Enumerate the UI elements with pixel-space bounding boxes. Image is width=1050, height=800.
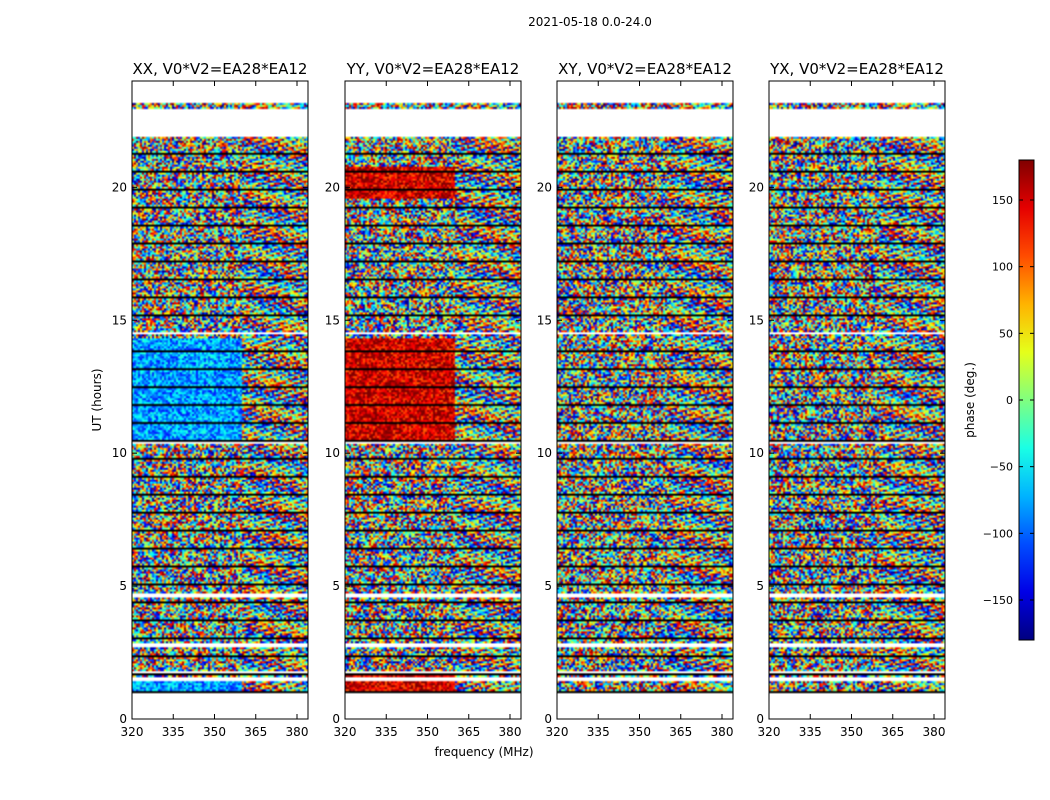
y-tick-label: 5	[119, 579, 127, 593]
x-tick-label: 380	[286, 725, 309, 739]
panel-xy: XY, V0*V2=EA28*EA12 320 335 350 365 380 0 5 10 15…	[537, 60, 734, 739]
x-tick-label: 350	[840, 725, 863, 739]
x-tick-label: 350	[628, 725, 651, 739]
colorbar-tick-label: −100	[983, 527, 1013, 540]
y-tick-label: 0	[332, 712, 340, 726]
y-tick-label: 5	[332, 579, 340, 593]
colorbar-label: phase (deg.)	[963, 362, 977, 438]
x-tick-label: 320	[334, 725, 357, 739]
y-tick-label: 0	[544, 712, 552, 726]
x-tick-label: 350	[416, 725, 439, 739]
colorbar-tick-label: −150	[983, 594, 1013, 607]
y-tick-label: 15	[749, 313, 764, 327]
axes-frame	[131, 80, 309, 720]
y-tick-label: 0	[756, 712, 764, 726]
y-tick-label: 15	[325, 313, 340, 327]
x-tick-label: 320	[546, 725, 569, 739]
panel-title: XX, V0*V2=EA28*EA12	[133, 60, 308, 78]
x-tick-label: 365	[669, 725, 692, 739]
y-tick-label: 10	[537, 446, 552, 460]
colorbar-tick-label: 0	[1006, 394, 1013, 407]
panel-title: YY, V0*V2=EA28*EA12	[346, 60, 520, 78]
y-tick-label: 20	[325, 180, 340, 194]
y-tick-label: 5	[756, 579, 764, 593]
x-tick-label: 350	[203, 725, 226, 739]
x-tick-label: 320	[121, 725, 144, 739]
panel-title: YX, V0*V2=EA28*EA12	[769, 60, 944, 78]
y-tick-label: 10	[749, 446, 764, 460]
y-tick-label: 10	[325, 446, 340, 460]
x-tick-label: 335	[162, 725, 185, 739]
y-tick-label: 20	[112, 180, 127, 194]
x-tick-label: 380	[923, 725, 946, 739]
x-tick-label: 365	[881, 725, 904, 739]
colorbar-tick-label: 50	[999, 327, 1013, 340]
colorbar-tick-label: 100	[992, 261, 1013, 274]
panel-title: XY, V0*V2=EA28*EA12	[558, 60, 732, 78]
heatmap-cells	[557, 81, 733, 719]
x-tick-label: 365	[244, 725, 267, 739]
heatmap-cells	[345, 81, 521, 719]
y-tick-label: 20	[749, 180, 764, 194]
x-tick-label: 320	[758, 725, 781, 739]
x-tick-label: 335	[587, 725, 610, 739]
axes-frame	[556, 80, 734, 720]
axes-frame	[344, 80, 522, 720]
x-tick-label: 335	[799, 725, 822, 739]
panel-yx: YX, V0*V2=EA28*EA12 320 335 350 365 380 0 5 10 15…	[749, 60, 946, 739]
x-tick-label: 335	[375, 725, 398, 739]
panel-xx: XX, V0*V2=EA28*EA12 320 335 350 365 380 0 5 10 15…	[112, 60, 309, 739]
chart-suptitle: 2021-05-18 0.0-24.0	[528, 15, 652, 29]
panels-group: XX, V0*V2=EA28*EA12 320 335 350 365 380 0 5 10 15…	[112, 60, 946, 739]
y-tick-label: 15	[537, 313, 552, 327]
x-tick-label: 365	[457, 725, 480, 739]
x-tick-label: 380	[711, 725, 734, 739]
y-axis-label: UT (hours)	[90, 368, 104, 431]
x-axis-label: frequency (MHz)	[434, 745, 533, 759]
colorbar-tick-label: 150	[992, 194, 1013, 207]
x-tick-label: 380	[499, 725, 522, 739]
y-tick-label: 20	[537, 180, 552, 194]
heatmap-cells	[769, 81, 945, 719]
y-tick-label: 10	[112, 446, 127, 460]
y-tick-label: 5	[544, 579, 552, 593]
y-tick-label: 15	[112, 313, 127, 327]
panel-yy: YY, V0*V2=EA28*EA12 320 335 350 365 380 0 5 10 15…	[325, 60, 522, 739]
y-tick-label: 0	[119, 712, 127, 726]
colorbar: 150 100 50 0 −50 −100 −150	[983, 159, 1035, 641]
heatmap-cells	[132, 81, 308, 719]
colorbar-tick-label: −50	[990, 461, 1013, 474]
axes-frame	[768, 80, 946, 720]
